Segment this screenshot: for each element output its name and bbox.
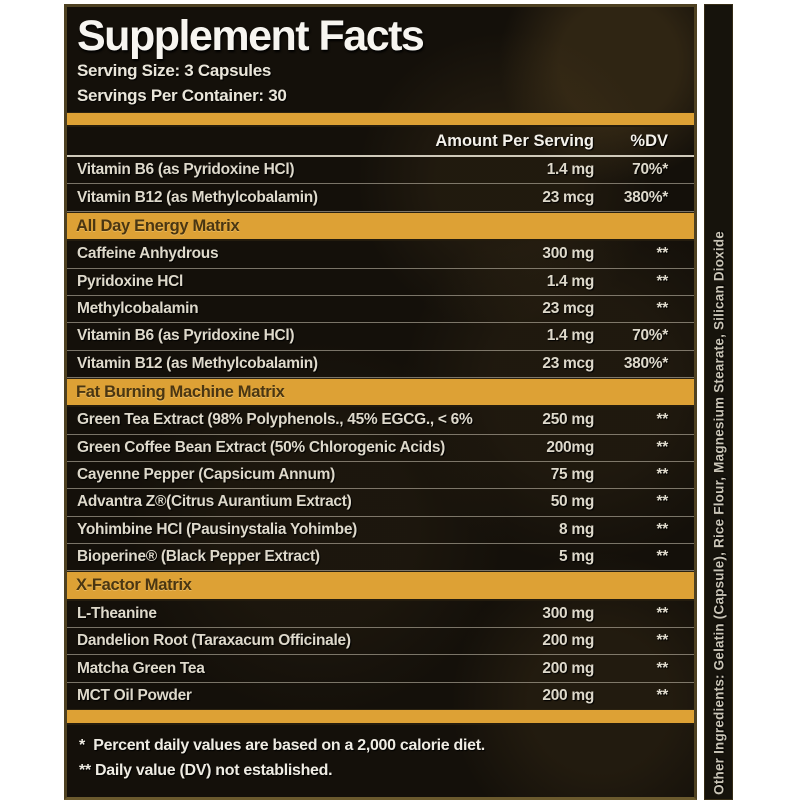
section-header-x-factor-matrix: X-Factor Matrix [67, 571, 694, 601]
ingredient-row-green-tea-extract-98-polyphenols-45-egcg-6-caffeine: Green Tea Extract (98% Polyphenols., 45%… [67, 407, 694, 435]
ingredient-row-methylcobalamin: Methylcobalamin 23 mcg ** [67, 296, 694, 324]
amount-value: 23 mcg [542, 300, 594, 318]
supplement-facts-panel: Supplement Facts Serving Size: 3 Capsule… [64, 4, 697, 800]
footnote-dv-basis: * Percent daily values are based on a 2,… [79, 737, 485, 754]
amount-column-header: Amount Per Serving [435, 131, 594, 150]
dv-value: 70%* [632, 161, 668, 179]
ingredient-name: Methylcobalamin [77, 300, 199, 318]
ingredient-row-vitamin-b12-as-methylcobalamin: Vitamin B12 (as Methylcobalamin) 23 mcg 38… [67, 351, 694, 378]
ingredient-row-mct-oil-powder: MCT Oil Powder 200 mg ** [67, 683, 694, 709]
ingredient-name: Dandelion Root (Taraxacum Officinale) [77, 632, 351, 650]
servings-per-container: Servings Per Container: 30 [77, 85, 287, 105]
dv-value: ** [656, 411, 669, 429]
dv-value: ** [656, 245, 669, 263]
ingredient-name: Vitamin B12 (as Methylcobalamin) [77, 188, 318, 206]
ingredient-name: Vitamin B12 (as Methylcobalamin) [77, 354, 318, 372]
amount-value: 5 mg [559, 548, 594, 566]
section-header-fat-burning-machine-matrix: Fat Burning Machine Matrix [67, 377, 694, 408]
ingredient-row-vitamin-b12-as-methylcobalamin: Vitamin B12 (as Methylcobalamin) 23 mcg 38… [67, 184, 694, 212]
section-header-all-day-energy-matrix: All Day Energy Matrix [67, 211, 694, 242]
dv-value: 380%* [623, 188, 668, 206]
dv-value: ** [656, 493, 669, 511]
ingredient-name: Caffeine Anhydrous [77, 245, 219, 263]
amount-value: 23 mcg [542, 188, 594, 206]
dv-value: ** [656, 520, 669, 538]
ingredient-name: Vitamin B6 (as Pyridoxine HCl) [77, 161, 295, 179]
ingredient-name: Pyridoxine HCl [77, 272, 184, 290]
ingredient-row-vitamin-b6-as-pyridoxine-hcl: Vitamin B6 (as Pyridoxine HCl) 1.4 mg 70%* [67, 323, 694, 351]
dv-column-header: %DV [630, 131, 668, 150]
footnote-dv-not-established: ** Daily value (DV) not established. [79, 761, 333, 779]
ingredient-row-green-coffee-bean-extract-50-chlorogenic-acids: Green Coffee Bean Extract (50% Chlorogen… [67, 435, 694, 462]
ingredient-row-l-theanine: L-Theanine 300 mg ** [67, 601, 694, 628]
amount-value: 200mg [546, 438, 594, 456]
ingredient-name: Yohimbine HCl (Pausinystalia Yohimbe) [77, 520, 358, 538]
amount-value: 23 mcg [542, 354, 594, 372]
ingredient-name: Green Tea Extract (98% Polyphenols., 45%… [77, 411, 474, 429]
ingredient-row-advantra-z-citrus-aurantium-extract: Advantra Z®(Citrus Aurantium Extract) 50 … [67, 489, 694, 517]
amount-value: 8 mg [559, 520, 594, 538]
amount-value: 200 mg [542, 659, 594, 677]
ingredient-row-pyridoxine-hcl: Pyridoxine HCl 1.4 mg ** [67, 269, 694, 296]
ingredient-row-dandelion-root-taraxacum-officinale: Dandelion Root (Taraxacum Officinale) 200… [67, 628, 694, 656]
dv-value: ** [656, 548, 669, 566]
ingredient-row-yohimbine-hcl-pausinystalia-yohimbe: Yohimbine HCl (Pausinystalia Yohimbe) 8 m… [67, 517, 694, 544]
section-title: X-Factor Matrix [76, 575, 192, 594]
footnotes: * Percent daily values are based on a 2,… [67, 725, 694, 797]
gold-divider-top [67, 112, 694, 128]
ingredient-name: Advantra Z®(Citrus Aurantium Extract) [77, 493, 352, 511]
ingredient-name: Vitamin B6 (as Pyridoxine HCl) [77, 327, 295, 345]
amount-value: 1.4 mg [546, 161, 595, 179]
amount-value: 1.4 mg [546, 272, 595, 290]
gold-divider-bottom [67, 709, 694, 725]
dv-value: 70%* [632, 327, 668, 345]
dv-value: ** [656, 604, 669, 622]
dv-value: ** [656, 466, 669, 484]
ingredient-name: MCT Oil Powder [77, 686, 192, 704]
dv-value: ** [656, 659, 669, 677]
section-title: All Day Energy Matrix [76, 216, 240, 235]
ingredient-name: Cayenne Pepper (Capsicum Annum) [77, 466, 335, 484]
ingredient-row-vitamin-b6-as-pyridoxine-hcl: Vitamin B6 (as Pyridoxine HCl) 1.4 mg 70%* [67, 157, 694, 185]
other-ingredients-strip: Other Ingredients: Gelatin (Capsule), Ri… [704, 4, 733, 800]
dv-value: 380%* [623, 354, 668, 372]
amount-value: 250 mg [542, 411, 594, 429]
other-ingredients-text: Other Ingredients: Gelatin (Capsule), Ri… [711, 231, 726, 795]
column-header-row: Amount Per Serving %DV [67, 127, 694, 158]
dv-value: ** [656, 272, 669, 290]
dv-value: ** [656, 632, 669, 650]
serving-size: Serving Size: 3 Capsules [77, 60, 272, 80]
ingredients-table: Vitamin B6 (as Pyridoxine HCl) 1.4 mg 70%*… [67, 157, 694, 709]
ingredient-name: L-Theanine [77, 604, 157, 622]
amount-value: 200 mg [542, 686, 594, 704]
dv-value: ** [656, 686, 669, 704]
page-title: Supplement Facts [77, 12, 425, 60]
dv-value: ** [656, 300, 669, 318]
ingredient-row-cayenne-pepper-capsicum-annum: Cayenne Pepper (Capsicum Annum) 75 mg ** [67, 462, 694, 490]
ingredient-name: Bioperine® (Black Pepper Extract) [77, 548, 320, 566]
amount-value: 75 mg [550, 466, 595, 484]
ingredient-name: Matcha Green Tea [77, 659, 205, 677]
amount-value: 300 mg [542, 604, 594, 622]
amount-value: 50 mg [550, 493, 595, 511]
ingredient-row-caffeine-anhydrous: Caffeine Anhydrous 300 mg ** [67, 241, 694, 269]
section-title: Fat Burning Machine Matrix [76, 382, 285, 401]
ingredient-name: Green Coffee Bean Extract (50% Chlorogen… [77, 438, 446, 456]
ingredient-row-bioperine-black-pepper-extract: Bioperine® (Black Pepper Extract) 5 mg ** [67, 544, 694, 572]
dv-value: ** [656, 438, 669, 456]
amount-value: 1.4 mg [546, 327, 595, 345]
amount-value: 300 mg [542, 245, 594, 263]
label-header: Supplement Facts Serving Size: 3 Capsule… [67, 7, 694, 112]
ingredient-row-matcha-green-tea: Matcha Green Tea 200 mg ** [67, 655, 694, 683]
amount-value: 200 mg [542, 632, 594, 650]
